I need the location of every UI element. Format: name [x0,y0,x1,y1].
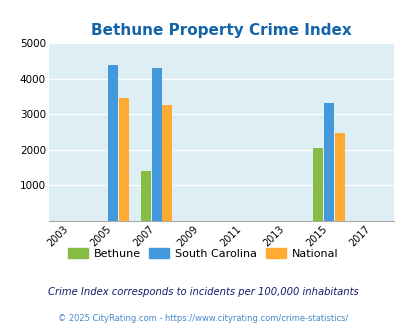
Bar [334,133,344,221]
Legend: Bethune, South Carolina, National: Bethune, South Carolina, National [63,244,342,263]
Bar [141,171,150,221]
Bar [313,148,322,221]
Bar [162,105,172,221]
Title: Bethune Property Crime Index: Bethune Property Crime Index [91,22,351,38]
Text: © 2025 CityRating.com - https://www.cityrating.com/crime-statistics/: © 2025 CityRating.com - https://www.city… [58,314,347,323]
Text: Crime Index corresponds to incidents per 100,000 inhabitants: Crime Index corresponds to incidents per… [47,287,358,297]
Bar [151,68,161,221]
Bar [119,98,129,221]
Bar [108,65,118,221]
Bar [323,104,333,221]
